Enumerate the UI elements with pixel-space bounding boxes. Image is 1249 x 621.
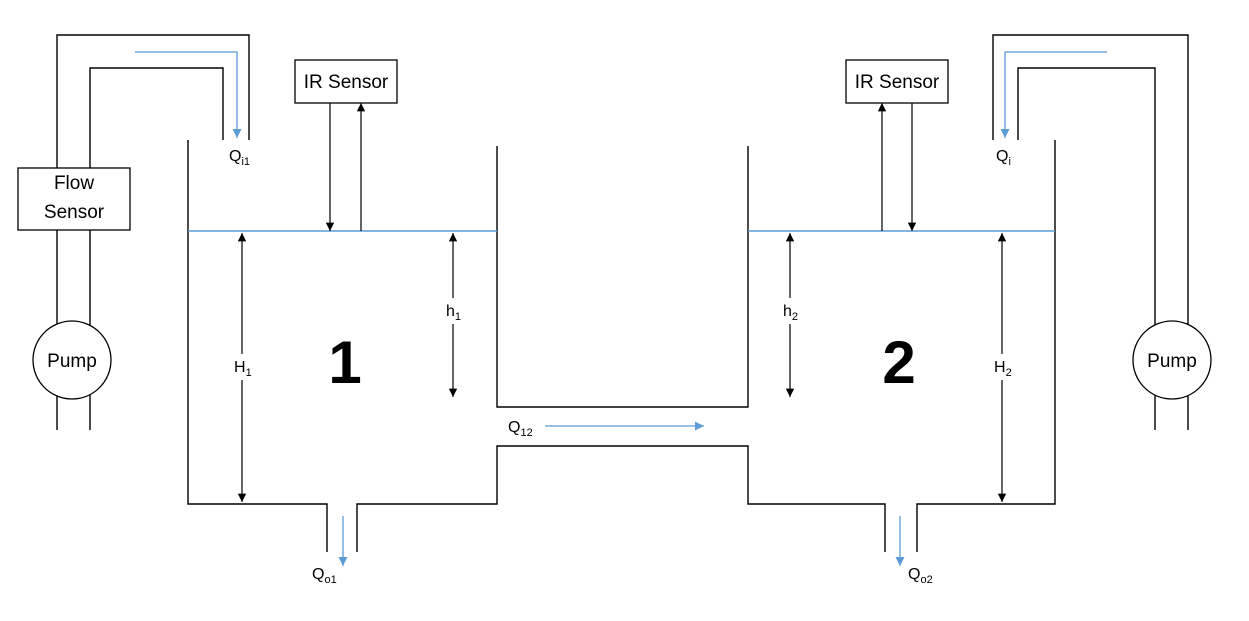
inflow-2-label: Qi	[996, 148, 1011, 168]
tank-1-level-label-bg	[439, 298, 469, 324]
tank-2-level-label: h2	[783, 303, 798, 323]
tank-1-right-wall	[496, 146, 749, 408]
tank-1-height-label: H1	[234, 359, 252, 379]
left-inlet-pipe	[56, 34, 250, 430]
tanks-outline-top	[187, 140, 328, 552]
pump-left: Pump	[32, 320, 112, 400]
ir-sensor-2-label: IR Sensor	[855, 72, 940, 93]
ir-sensor-2: IR Sensor	[845, 59, 949, 104]
flow-sensor-label-line2: Sensor	[44, 202, 105, 223]
tank-1-number: 1	[328, 329, 361, 396]
outflow-2-label: Qo2	[908, 566, 933, 586]
inflow-1-label: Qi1	[229, 148, 250, 168]
pump-right-label: Pump	[1147, 351, 1197, 372]
tank-2-outline	[916, 140, 1056, 552]
outflow-1-label: Qo1	[312, 566, 337, 586]
ir-sensor-1: IR Sensor	[294, 59, 398, 104]
tank-2-height-label-bg	[987, 354, 1019, 380]
pump-left-label: Pump	[47, 351, 97, 372]
flow-sensor-label-line1: Flow	[54, 173, 94, 194]
inflow-1-arrow	[135, 51, 242, 138]
tank-1-level-label: h1	[446, 303, 461, 323]
tank-1-height-label-bg	[226, 354, 258, 380]
right-inlet-pipe	[992, 34, 1189, 430]
tank-2-level-label-bg	[776, 298, 806, 324]
pump-right: Pump	[1132, 320, 1212, 400]
ir-sensor-1-label: IR Sensor	[304, 72, 389, 93]
interconnect-flow-label: Q12	[508, 419, 533, 439]
tanks-bottom-connector	[356, 445, 886, 552]
inflow-2-arrow	[1000, 51, 1107, 138]
flow-sensor: Flow Sensor	[17, 167, 131, 231]
tank-2-number: 2	[882, 329, 915, 396]
tank-2-height-label: H2	[994, 359, 1012, 379]
